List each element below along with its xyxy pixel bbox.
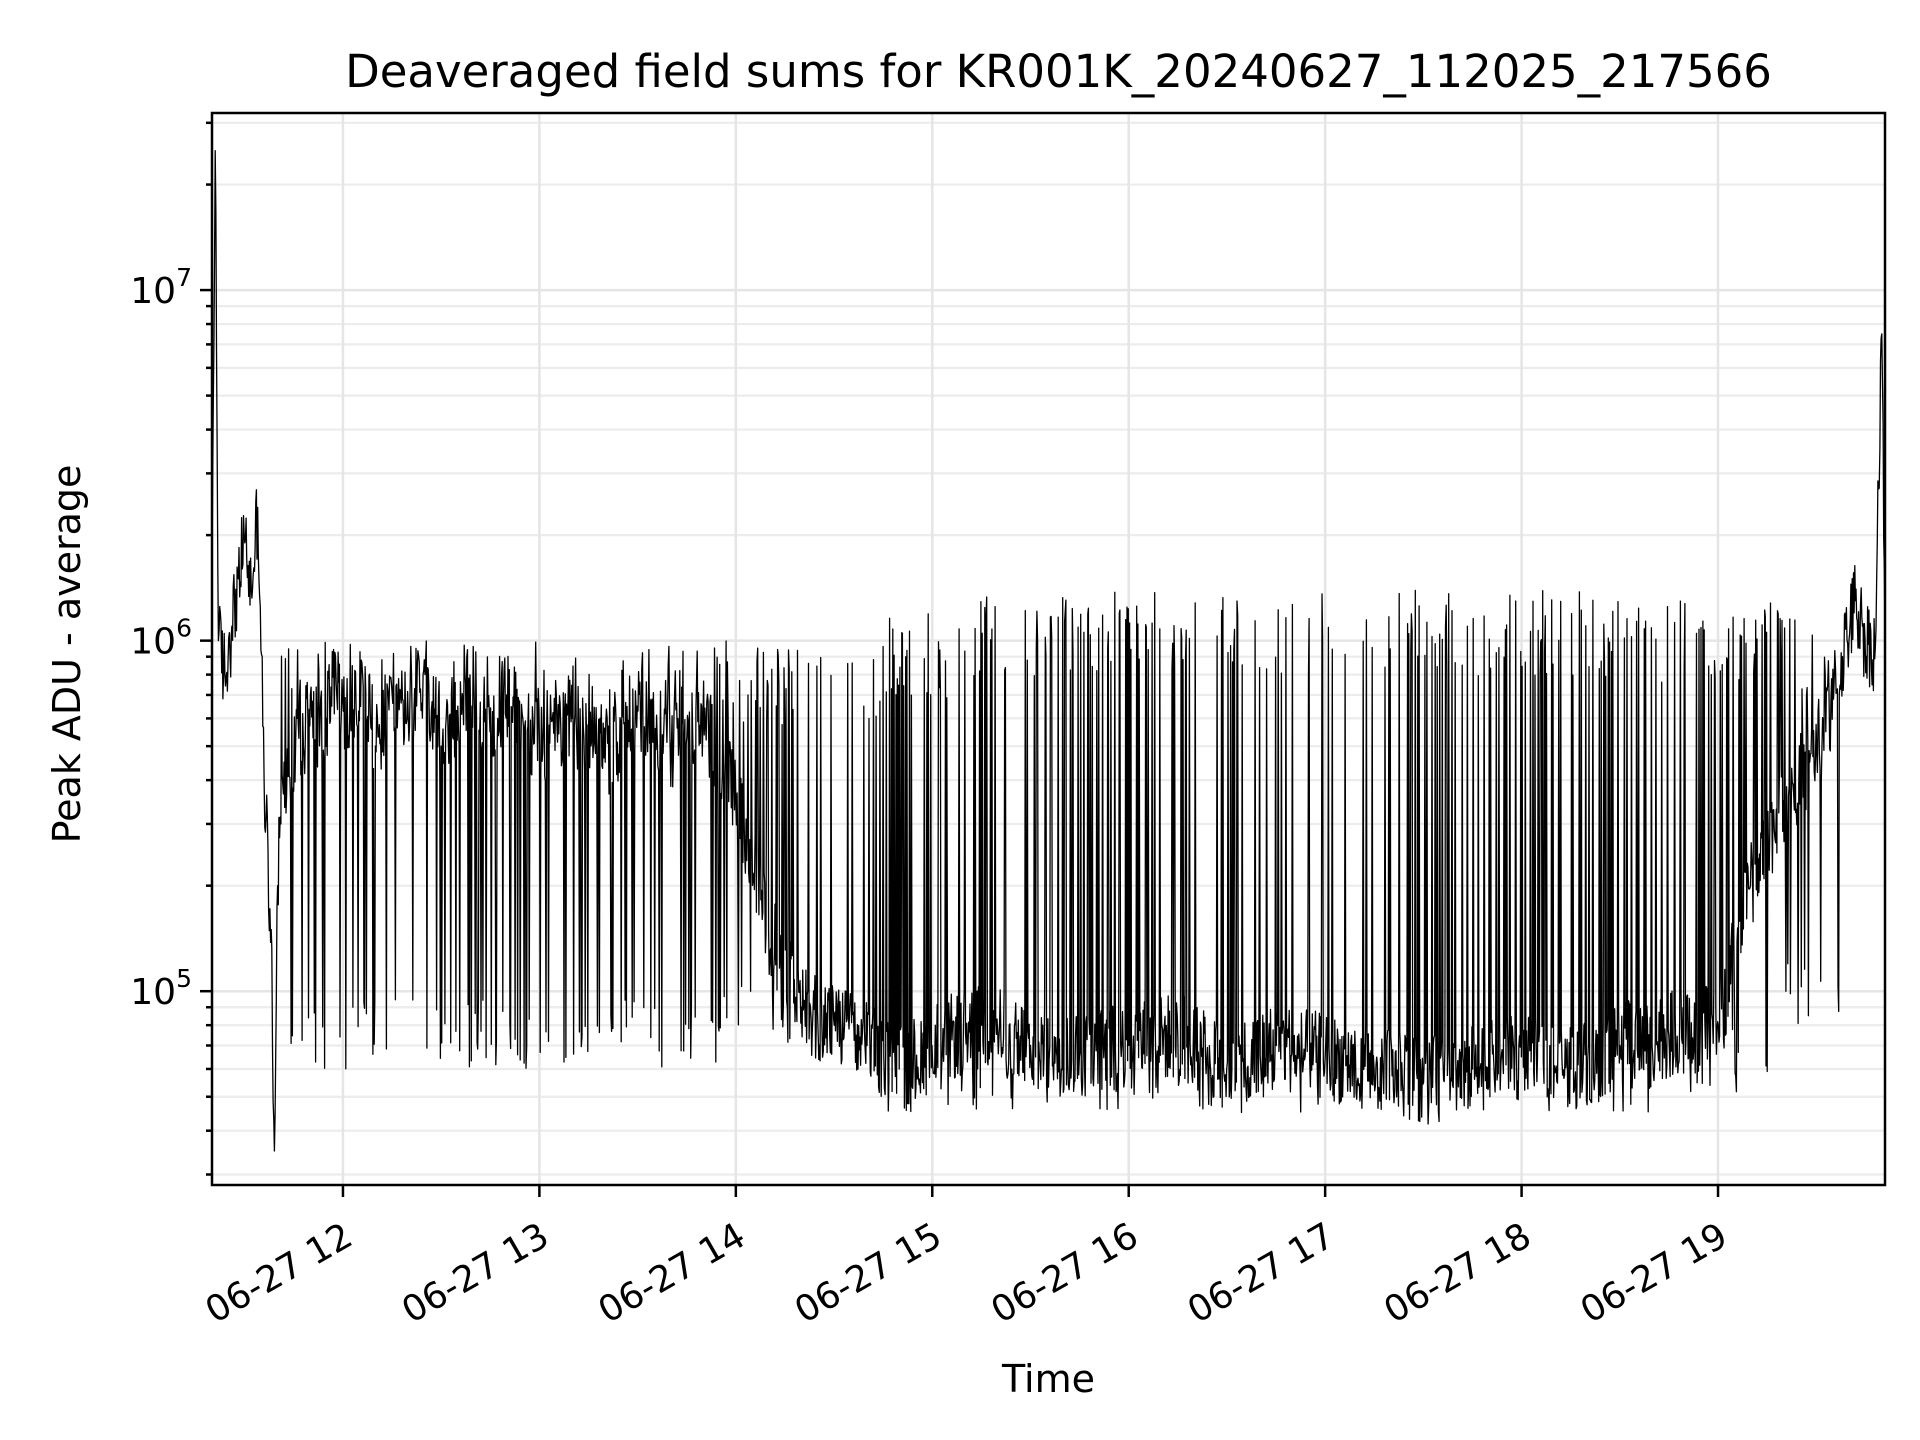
y-tick-label: 107 xyxy=(130,263,192,312)
y-tick-base: 10 xyxy=(130,271,176,312)
series-line xyxy=(211,149,1886,1152)
y-tick-base: 10 xyxy=(130,972,176,1013)
y-tick-exponent: 5 xyxy=(176,964,192,993)
plot-frame xyxy=(210,111,1887,1187)
y-tick-base: 10 xyxy=(130,622,176,663)
chart-title: Deaveraged field sums for KR001K_2024062… xyxy=(345,45,1772,98)
series-layer xyxy=(211,149,1886,1152)
y-tick-exponent: 6 xyxy=(176,614,192,643)
y-tick-label: 105 xyxy=(130,964,192,1013)
y-axis-label: Peak ADU - average xyxy=(45,465,89,844)
y-tick-label: 106 xyxy=(130,614,192,663)
x-axis-label: Time xyxy=(1001,1357,1095,1401)
y-tick-exponent: 7 xyxy=(176,263,192,292)
